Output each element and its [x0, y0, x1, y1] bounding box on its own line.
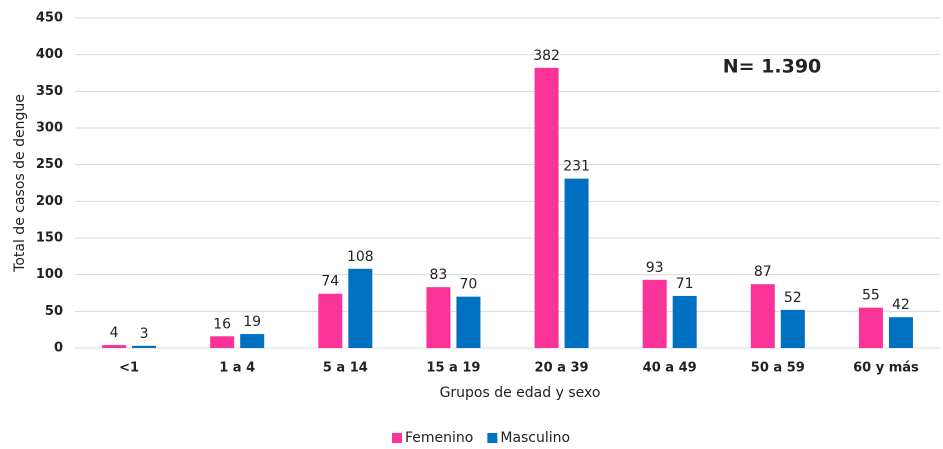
legend-swatch: [392, 433, 402, 443]
legend-label: Masculino: [500, 430, 570, 446]
y-tick-label: 0: [54, 341, 63, 356]
bar: [132, 345, 157, 348]
value-label: 42: [892, 297, 910, 313]
x-tick-label: 50 a 59: [751, 361, 805, 376]
bar: [426, 287, 451, 348]
value-label: 231: [563, 159, 590, 175]
bar: [858, 307, 883, 348]
bar: [102, 345, 127, 348]
x-tick-label: <1: [119, 361, 139, 376]
y-tick-label: 400: [36, 47, 63, 62]
value-label: 16: [213, 316, 231, 332]
value-label: 108: [347, 249, 374, 265]
value-label: 70: [460, 277, 478, 293]
y-tick-label: 100: [36, 267, 63, 282]
bar: [750, 284, 775, 348]
x-tick-label: 20 a 39: [535, 361, 589, 376]
x-tick-label: 1 a 4: [219, 361, 255, 376]
bar: [210, 336, 235, 348]
bar: [780, 309, 805, 348]
value-label: 87: [754, 264, 772, 280]
value-label: 19: [243, 314, 261, 330]
value-label: 93: [646, 260, 664, 276]
bar: [642, 279, 667, 348]
y-axis-title: Total de casos de dengue: [12, 94, 28, 273]
bar: [240, 334, 265, 348]
bar: [456, 296, 481, 348]
bar: [318, 293, 343, 348]
value-label: 74: [321, 274, 339, 290]
legend-label: Femenino: [405, 430, 473, 446]
x-tick-label: 40 a 49: [643, 361, 697, 376]
y-tick-label: 250: [36, 157, 63, 172]
value-label: 4: [110, 325, 119, 341]
x-tick-label: 15 a 19: [426, 361, 480, 376]
x-tick-label: 60 y más: [853, 361, 919, 376]
value-label: 71: [676, 276, 694, 292]
bar: [888, 317, 913, 348]
legend-swatch: [487, 433, 498, 443]
x-axis-title: Grupos de edad y sexo: [440, 385, 601, 401]
y-tick-label: 450: [36, 11, 63, 26]
y-tick-label: 300: [36, 121, 63, 136]
value-label: 83: [430, 267, 448, 283]
value-label: 3: [140, 326, 149, 342]
annotation: N= 1.390: [723, 56, 822, 78]
value-label: 382: [533, 48, 560, 64]
bar: [348, 268, 373, 348]
bar: [672, 295, 697, 348]
bar: [534, 67, 559, 348]
y-tick-label: 200: [36, 194, 63, 209]
bar: [564, 178, 589, 348]
y-tick-label: 150: [36, 231, 63, 246]
value-label: 52: [784, 290, 802, 306]
y-tick-label: 50: [45, 304, 63, 319]
x-tick-label: 5 a 14: [323, 361, 368, 376]
y-tick-label: 350: [36, 84, 63, 99]
value-label: 55: [862, 288, 880, 304]
